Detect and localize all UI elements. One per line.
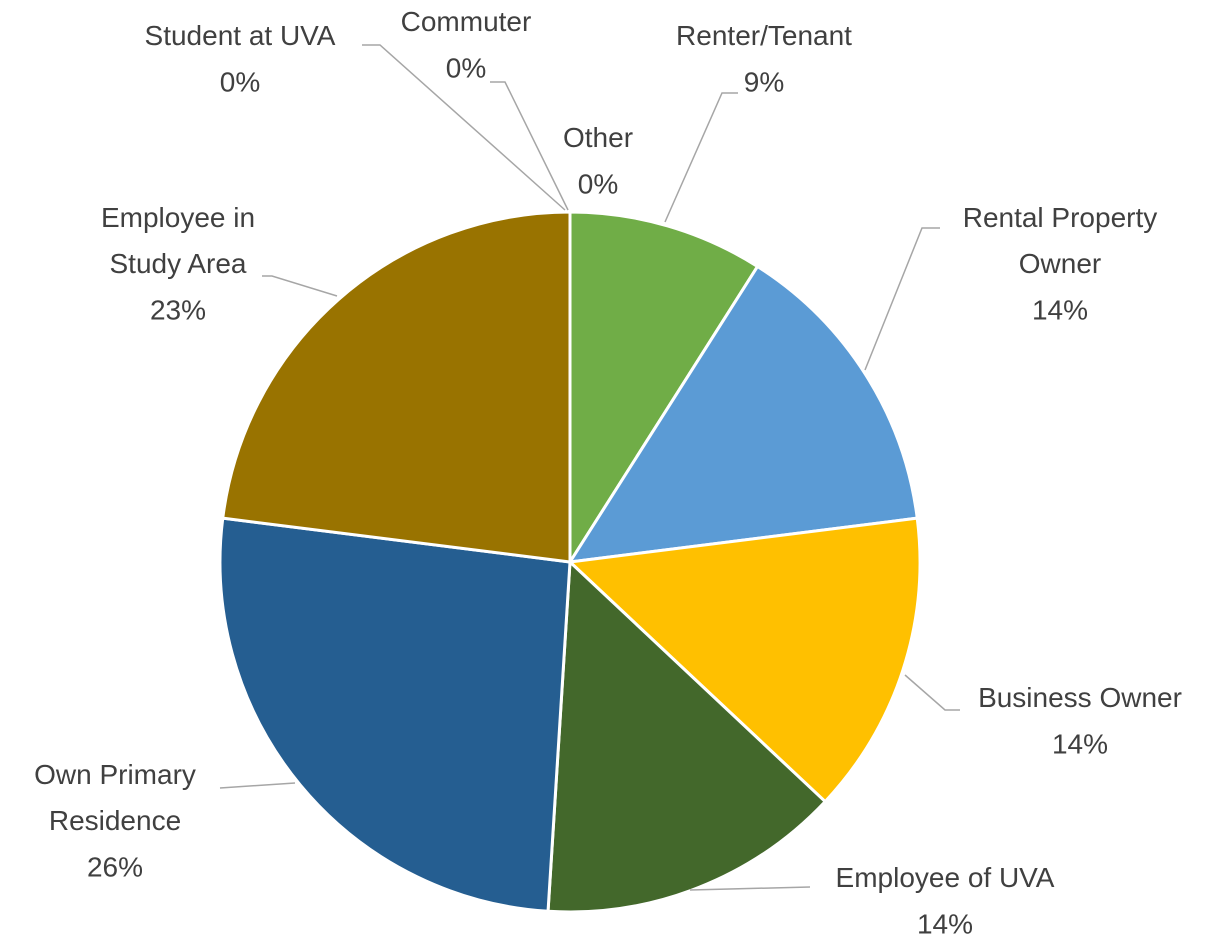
label-line: Business Owner — [978, 682, 1182, 713]
label-line: Employee of UVA — [836, 862, 1055, 893]
leader-line — [664, 92, 738, 223]
leader-line — [219, 782, 296, 789]
pie-slice — [568, 516, 922, 804]
category-label: Student at UVA — [145, 20, 336, 51]
value-label: 14% — [917, 908, 973, 938]
category-label: Rental Property Owner — [963, 202, 1158, 279]
leader-line — [362, 44, 566, 211]
category-label: Business Owner — [978, 682, 1182, 713]
value-label: 26% — [87, 851, 143, 882]
pie-slice — [221, 210, 572, 564]
leader-line — [904, 674, 960, 711]
value-label: 14% — [1052, 728, 1108, 759]
label-line: Employee in — [101, 202, 255, 233]
leader-line — [490, 81, 569, 211]
value-label: 0% — [578, 168, 618, 199]
label-line: Rental Property — [963, 202, 1158, 233]
category-label: Renter/Tenant — [676, 20, 852, 51]
category-label: Other — [563, 122, 633, 153]
category-label: Commuter — [401, 6, 532, 37]
label-line: Owner — [1019, 248, 1101, 279]
label-line: Study Area — [110, 248, 247, 279]
value-label: 0% — [446, 52, 486, 83]
pie-slice — [546, 560, 827, 914]
label-line: Commuter — [401, 6, 532, 37]
value-label: 23% — [150, 294, 206, 325]
label-line: Student at UVA — [145, 20, 336, 51]
leader-line — [689, 886, 811, 891]
category-label: Own Primary Residence — [34, 759, 196, 836]
leader-line — [262, 275, 338, 297]
leader-line — [864, 227, 940, 371]
label-line: Own Primary — [34, 759, 196, 790]
label-line: Renter/Tenant — [676, 20, 852, 51]
category-label: Employee in Study Area — [101, 202, 255, 279]
pie-slice — [568, 210, 760, 564]
value-label: 9% — [744, 66, 784, 97]
value-label: 14% — [1032, 294, 1088, 325]
pie-slice — [218, 516, 572, 913]
pie-slice — [568, 264, 919, 564]
category-label: Employee of UVA — [836, 862, 1055, 893]
value-label: 0% — [220, 66, 260, 97]
label-line: Other — [563, 122, 633, 153]
label-line: Residence — [49, 805, 181, 836]
